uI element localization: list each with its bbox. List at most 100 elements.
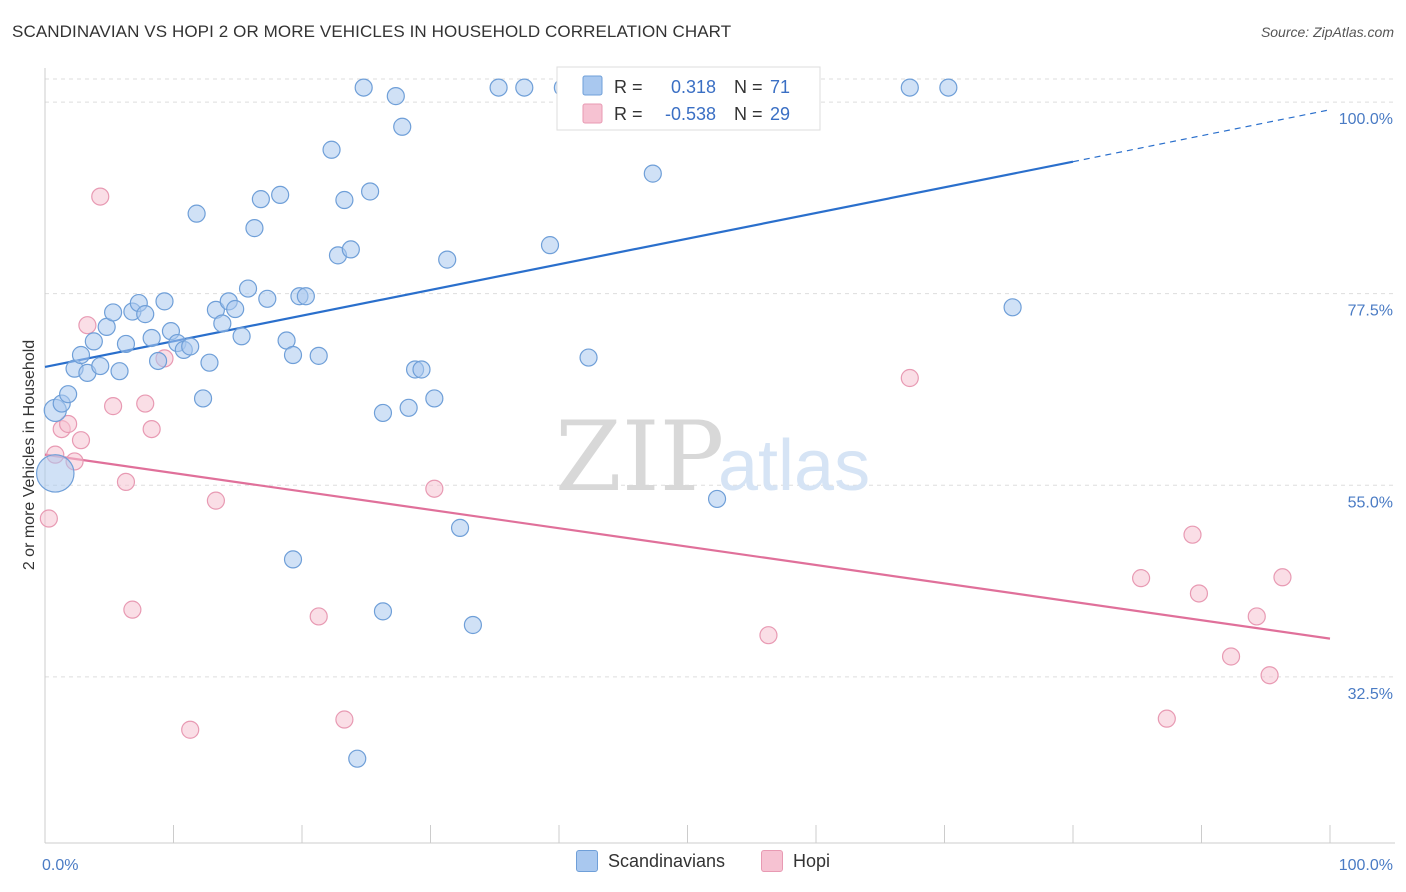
hopi-point-16 <box>309 607 328 626</box>
hopi-point-25 <box>1221 647 1241 666</box>
hopi-point-11 <box>136 394 155 413</box>
scandinavian-trend-line <box>44 160 1074 369</box>
scandinavian-point-22 <box>181 337 200 356</box>
hopi-point-18 <box>425 479 444 498</box>
watermark-atlas: atlas <box>718 426 870 506</box>
hopi-point-19 <box>759 626 778 645</box>
scandinavian-point-7 <box>84 332 103 351</box>
x-tick-labels: 0.0% 100.0% <box>42 857 1393 874</box>
scandinavian-point-53 <box>425 389 444 408</box>
hopi-point-22 <box>1157 709 1176 728</box>
legend-r-value-1: 0.318 <box>671 77 716 97</box>
hopi-trend-line <box>44 453 1331 640</box>
scandinavian-point-11 <box>110 362 129 381</box>
scandinavian-point-32 <box>245 219 264 238</box>
scandinavian-point-55 <box>450 518 470 537</box>
hopi-point-7 <box>91 187 110 206</box>
scandinavian-point-17 <box>148 351 168 371</box>
legend-label-hopi: Hopi <box>793 850 831 871</box>
x-tick-label-0: 0.0% <box>42 857 78 874</box>
y-axis-label: 2 or more Vehicles in Household <box>21 340 38 570</box>
scandinavian-point-34 <box>258 289 277 308</box>
hopi-point-14 <box>181 720 200 739</box>
y-tick-label-3: 32.5% <box>1348 686 1393 703</box>
scandinavian-point-69 <box>373 602 393 621</box>
legend-n-label-1: N = <box>734 77 763 97</box>
scandinavian-point-37 <box>283 345 303 365</box>
y-tick-label-0: 100.0% <box>1339 111 1393 128</box>
scandinavian-point-71 <box>348 749 367 768</box>
scandinavian-point-25 <box>200 353 219 372</box>
hopi-point-6 <box>78 316 97 335</box>
scandinavian-point-33 <box>251 190 270 209</box>
legend-item-scandinavians[interactable]: Scandinavians <box>575 850 726 872</box>
scandinavian-point-18 <box>155 292 174 311</box>
hopi-point-24 <box>1189 584 1209 603</box>
legend-swatch-hopi <box>582 103 603 124</box>
scandinavian-point-52 <box>412 360 431 379</box>
scandinavian-point-0 <box>35 454 75 493</box>
data-points <box>35 78 1292 768</box>
chart-title: SCANDINAVIAN VS HOPI 2 OR MORE VEHICLES … <box>12 22 732 41</box>
scandinavian-point-67 <box>1003 298 1022 317</box>
scandinavian-point-46 <box>361 182 380 201</box>
scandinavian-point-57 <box>515 78 534 97</box>
scandinavian-point-15 <box>136 305 155 324</box>
hopi-point-23 <box>1183 525 1202 544</box>
legend-r-label-1: R = <box>614 77 643 97</box>
scandinavian-point-10 <box>104 303 123 322</box>
hopi-point-3 <box>59 414 78 434</box>
hopi-point-8 <box>104 397 123 416</box>
hopi-point-5 <box>71 431 91 450</box>
scandinavian-point-12 <box>116 334 136 354</box>
legend-swatch-blue <box>575 850 598 872</box>
watermark-zip: ZIP <box>555 401 724 513</box>
hopi-point-15 <box>206 491 226 510</box>
scandinavian-point-39 <box>296 287 315 306</box>
legend-item-hopi[interactable]: Hopi <box>761 850 830 872</box>
hopi-point-20 <box>900 368 919 388</box>
scandinavian-point-24 <box>193 389 213 408</box>
hopi-point-12 <box>142 419 161 439</box>
scandinavian-point-16 <box>142 328 161 348</box>
y-tick-labels: 100.0% 77.5% 55.0% 32.5% <box>1339 111 1393 703</box>
scandinavian-point-8 <box>91 356 110 376</box>
scandinavian-point-49 <box>393 117 412 136</box>
scandinavian-point-5 <box>71 345 91 365</box>
scandinavian-point-29 <box>226 299 245 319</box>
hopi-point-17 <box>335 710 354 729</box>
hopi-point-28 <box>1273 568 1292 587</box>
scandinavian-point-47 <box>373 403 393 423</box>
legend-r-label-2: R = <box>614 104 643 124</box>
source-credit: Source: ZipAtlas.com <box>1260 24 1394 40</box>
scandinavian-point-66 <box>939 78 958 97</box>
scandinavian-point-41 <box>322 140 341 159</box>
y-tick-label-2: 55.0% <box>1348 494 1393 511</box>
scandinavian-point-48 <box>386 87 405 106</box>
scandinavian-point-50 <box>399 398 418 417</box>
legend-swatch-pink <box>761 850 784 872</box>
scandinavian-point-45 <box>354 78 373 97</box>
scandinavian-point-70 <box>463 615 483 635</box>
legend-n-label-2: N = <box>734 104 763 124</box>
hopi-point-9 <box>116 472 136 492</box>
scandinavian-point-3 <box>59 385 78 404</box>
x-tick-label-1: 100.0% <box>1339 857 1393 874</box>
scandinavian-point-56 <box>489 78 508 97</box>
scandinavian-point-27 <box>213 314 232 333</box>
legend-label-scandinavians: Scandinavians <box>607 850 726 871</box>
legend-r-value-2: -0.538 <box>665 104 716 124</box>
scandinavian-trend-extension <box>1072 109 1331 163</box>
trend-lines <box>44 109 1331 640</box>
scandinavian-point-54 <box>438 250 457 269</box>
legend-swatch-scandinavians <box>582 75 603 96</box>
scandinavian-point-44 <box>341 240 360 259</box>
scandinavian-point-61 <box>579 348 598 367</box>
scandinavian-point-65 <box>900 78 919 97</box>
hopi-point-10 <box>123 600 142 619</box>
hopi-point-27 <box>1260 666 1279 685</box>
scandinavian-point-31 <box>238 279 258 298</box>
scandinavian-point-63 <box>643 164 662 183</box>
scandinavian-point-58 <box>540 236 560 255</box>
